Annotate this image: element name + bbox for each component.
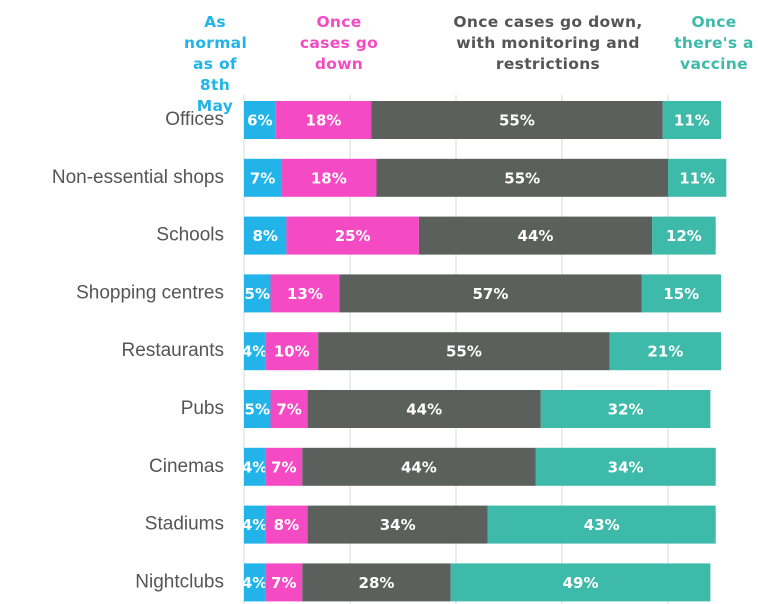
category-label: Restaurants <box>122 340 224 361</box>
value-label: 15% <box>663 285 699 303</box>
bar-segment <box>265 563 303 602</box>
bar-segment <box>418 216 653 255</box>
value-label: 21% <box>647 343 683 361</box>
bar-segment <box>376 158 668 197</box>
bar-segment <box>244 332 266 371</box>
value-label: 55% <box>446 343 482 361</box>
legend-header: Once there's a vaccine <box>674 13 754 73</box>
bar-segment <box>275 101 372 139</box>
legend-header: Once cases go down, with monitoring and … <box>453 13 643 73</box>
value-label: 18% <box>306 112 342 130</box>
value-label: 6% <box>247 112 272 130</box>
value-label: 7% <box>276 401 301 419</box>
category-label: Offices <box>165 109 224 130</box>
bar-segment <box>450 563 711 602</box>
value-label: 11% <box>679 169 715 187</box>
bar-segment <box>244 563 266 602</box>
value-label: 10% <box>274 343 310 361</box>
bar-segment <box>265 332 319 371</box>
value-label: 13% <box>287 285 323 303</box>
bar-segment <box>265 447 303 486</box>
value-label: 18% <box>311 169 347 187</box>
value-label: 49% <box>563 574 599 592</box>
category-label: Shopping centres <box>76 282 224 303</box>
value-label: 4% <box>242 343 267 361</box>
legend-header: As normal as of 8th May <box>184 13 248 115</box>
value-label: 28% <box>359 574 395 592</box>
bar-segment <box>244 158 282 197</box>
bar-segment <box>286 216 419 255</box>
bar-segment <box>270 274 340 313</box>
value-label: 5% <box>245 285 270 303</box>
bar-segment <box>302 563 451 602</box>
bar-segment <box>270 390 308 428</box>
bar-segment <box>641 274 721 313</box>
value-label: 4% <box>242 458 267 476</box>
value-label: 55% <box>499 112 535 130</box>
bar-segment <box>302 447 536 486</box>
bar-segment <box>652 216 716 255</box>
bar-segment <box>540 390 711 428</box>
bar-segment <box>244 390 271 428</box>
category-label: Schools <box>156 225 224 246</box>
value-label: 57% <box>472 285 508 303</box>
bar-segment <box>244 274 271 313</box>
value-label: 25% <box>335 227 371 245</box>
bar-segment <box>318 332 610 371</box>
value-label: 7% <box>250 169 275 187</box>
value-label: 44% <box>518 227 554 245</box>
value-label: 5% <box>245 401 270 419</box>
bar-segment <box>244 216 287 255</box>
bar-segment <box>244 447 266 486</box>
value-label: 34% <box>608 458 644 476</box>
bar-segment <box>487 505 716 544</box>
bar-segment <box>244 101 276 139</box>
bar-segment <box>339 274 642 313</box>
value-label: 8% <box>252 227 277 245</box>
bar-segment <box>668 158 727 197</box>
category-label: Cinemas <box>149 456 224 477</box>
value-label: 34% <box>380 516 416 534</box>
value-label: 44% <box>406 401 442 419</box>
value-label: 55% <box>504 169 540 187</box>
category-label: Non-essential shops <box>52 167 224 188</box>
bar-segment <box>371 101 663 139</box>
bar-segment <box>609 332 721 371</box>
value-label: 44% <box>401 458 437 476</box>
value-label: 4% <box>242 516 267 534</box>
value-label: 7% <box>271 574 296 592</box>
category-label: Pubs <box>181 398 224 419</box>
bar-segment <box>265 505 308 544</box>
value-label: 43% <box>584 516 620 534</box>
bar-segment <box>535 447 716 486</box>
category-label: Nightclubs <box>135 571 224 592</box>
value-label: 4% <box>242 574 267 592</box>
value-label: 32% <box>608 401 644 419</box>
value-label: 8% <box>274 516 299 534</box>
category-label: Stadiums <box>145 514 224 535</box>
bar-segment <box>662 101 721 139</box>
value-label: 11% <box>674 112 710 130</box>
bar-segment <box>307 505 488 544</box>
bar-segment <box>307 390 541 428</box>
value-label: 12% <box>666 227 702 245</box>
bar-segment <box>281 158 377 197</box>
value-label: 7% <box>271 458 296 476</box>
bar-segment <box>244 505 266 544</box>
legend-header: Once cases go down <box>299 13 379 73</box>
